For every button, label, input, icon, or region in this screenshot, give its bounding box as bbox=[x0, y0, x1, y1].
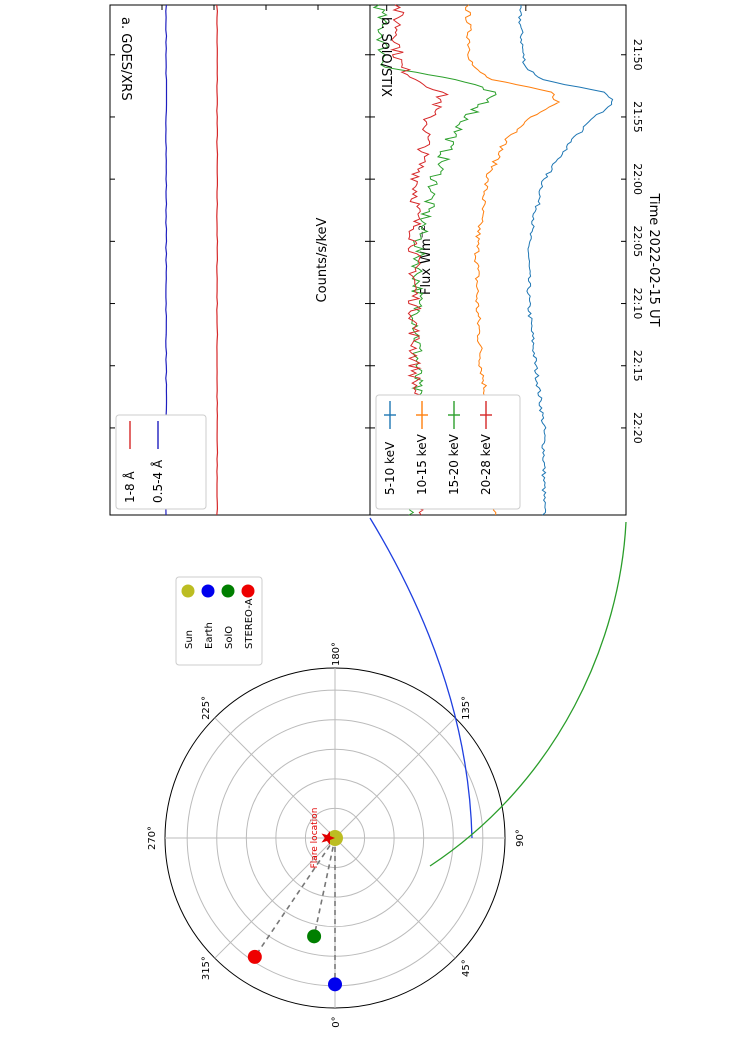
polar-body-marker bbox=[247, 949, 262, 964]
stix-xtick-label: 21:55 bbox=[631, 101, 644, 133]
stix-legend-label: 20-28 keV bbox=[479, 433, 493, 495]
goes-ylabel-sup: −2 bbox=[418, 225, 428, 238]
polar-angle-label: 45° bbox=[461, 959, 472, 977]
stix-panel: 21:50 21:55 22:00 22:05 22:10 22:15 22:20 1001… bbox=[315, 4, 661, 516]
bodies-legend-label: Earth bbox=[204, 622, 215, 649]
stix-legend-label: 15-20 keV bbox=[447, 433, 461, 495]
polar-sightline bbox=[254, 837, 336, 958]
polar-plot: 0° 45° 90° 135° 180° 225° 270° 315° Flare locat… bbox=[147, 642, 526, 1028]
stix-ylabel: Counts/s/keV bbox=[315, 217, 330, 302]
polar-angle-label: 270° bbox=[147, 826, 158, 850]
stix-legend-box bbox=[375, 394, 521, 510]
stix-panel-title: b. SolO/STIX bbox=[378, 17, 393, 97]
goes-xticks bbox=[110, 54, 370, 429]
polar-angle-label: 135° bbox=[461, 696, 472, 720]
stix-xtick-label: 22:00 bbox=[631, 163, 644, 195]
bodies-legend-marker bbox=[201, 584, 215, 598]
stix-axes-frame bbox=[369, 4, 627, 516]
earth-goes-connector bbox=[369, 517, 473, 839]
polar-spoke bbox=[334, 717, 456, 839]
bodies-legend-label: Sun bbox=[184, 630, 195, 649]
polar-bodies: Flare location bbox=[247, 808, 343, 992]
stix-legend-label: 5-10 keV bbox=[383, 441, 397, 495]
bodies-legend-label: STEREO-A bbox=[244, 598, 255, 649]
stix-xtick-label: 22:05 bbox=[631, 225, 644, 257]
stix-xticks: 21:50 21:55 22:00 22:05 22:10 22:15 22:20 bbox=[370, 39, 644, 444]
goes-ylabel: Flux Wm−2 bbox=[418, 225, 434, 295]
goes-legend-label: 1-8 Å bbox=[122, 471, 137, 503]
polar-spoke bbox=[334, 837, 456, 959]
goes-legend-label: 0.5-4 Å bbox=[150, 459, 165, 503]
bodies-legend-marker bbox=[221, 584, 235, 598]
polar-angle-label: 225° bbox=[201, 696, 212, 720]
polar-angle-label: 180° bbox=[331, 642, 342, 666]
stix-xtick-label: 22:20 bbox=[631, 412, 644, 444]
polar-sightline bbox=[313, 837, 336, 937]
stix-xtick-label: 22:10 bbox=[631, 288, 644, 320]
bodies-legend: Sun Earth SolO STEREO-A bbox=[175, 576, 263, 666]
stix-yticks: 100101 bbox=[386, 5, 527, 11]
solo-stix-connector bbox=[429, 521, 627, 867]
bodies-legend-label: SolO bbox=[224, 626, 235, 649]
goes-panel-title: a. GOES/XRS bbox=[118, 17, 133, 101]
stix-legend: 5-10 keV 10-15 keV 15-20 keV 20-28 keV bbox=[375, 394, 521, 510]
goes-panel: 10−810−710−610−510−410−3 a. GOES/XRS Flu… bbox=[109, 4, 434, 516]
stix-xlabel: Time 2022-02-15 UT bbox=[646, 192, 661, 326]
goes-ylabel-text: Flux Wm bbox=[419, 238, 434, 295]
polar-angle-labels: 0° 45° 90° 135° 180° 225° 270° 315° bbox=[147, 642, 526, 1028]
stix-xtick-label: 22:15 bbox=[631, 350, 644, 382]
goes-series-line bbox=[216, 4, 219, 516]
flare-star-icon bbox=[321, 831, 335, 845]
polar-spoke bbox=[214, 837, 336, 959]
bodies-legend-marker bbox=[241, 584, 255, 598]
polar-body-marker bbox=[328, 977, 342, 992]
polar-angle-label: 0° bbox=[331, 1016, 342, 1027]
polar-body-marker bbox=[307, 929, 322, 944]
polar-angle-label: 315° bbox=[201, 956, 212, 980]
stix-series-line bbox=[518, 4, 614, 516]
goes-legend: 1-8 Å 0.5-4 Å bbox=[115, 414, 207, 510]
polar-spoke bbox=[214, 717, 336, 839]
goes-legend-box bbox=[115, 414, 207, 510]
stix-legend-label: 10-15 keV bbox=[415, 433, 429, 495]
polar-angle-label: 90° bbox=[515, 829, 526, 847]
bodies-legend-box bbox=[175, 576, 263, 666]
bodies-legend-marker bbox=[181, 584, 195, 598]
flare-location-label: Flare location bbox=[310, 808, 320, 869]
stix-xtick-label: 21:50 bbox=[631, 39, 644, 71]
